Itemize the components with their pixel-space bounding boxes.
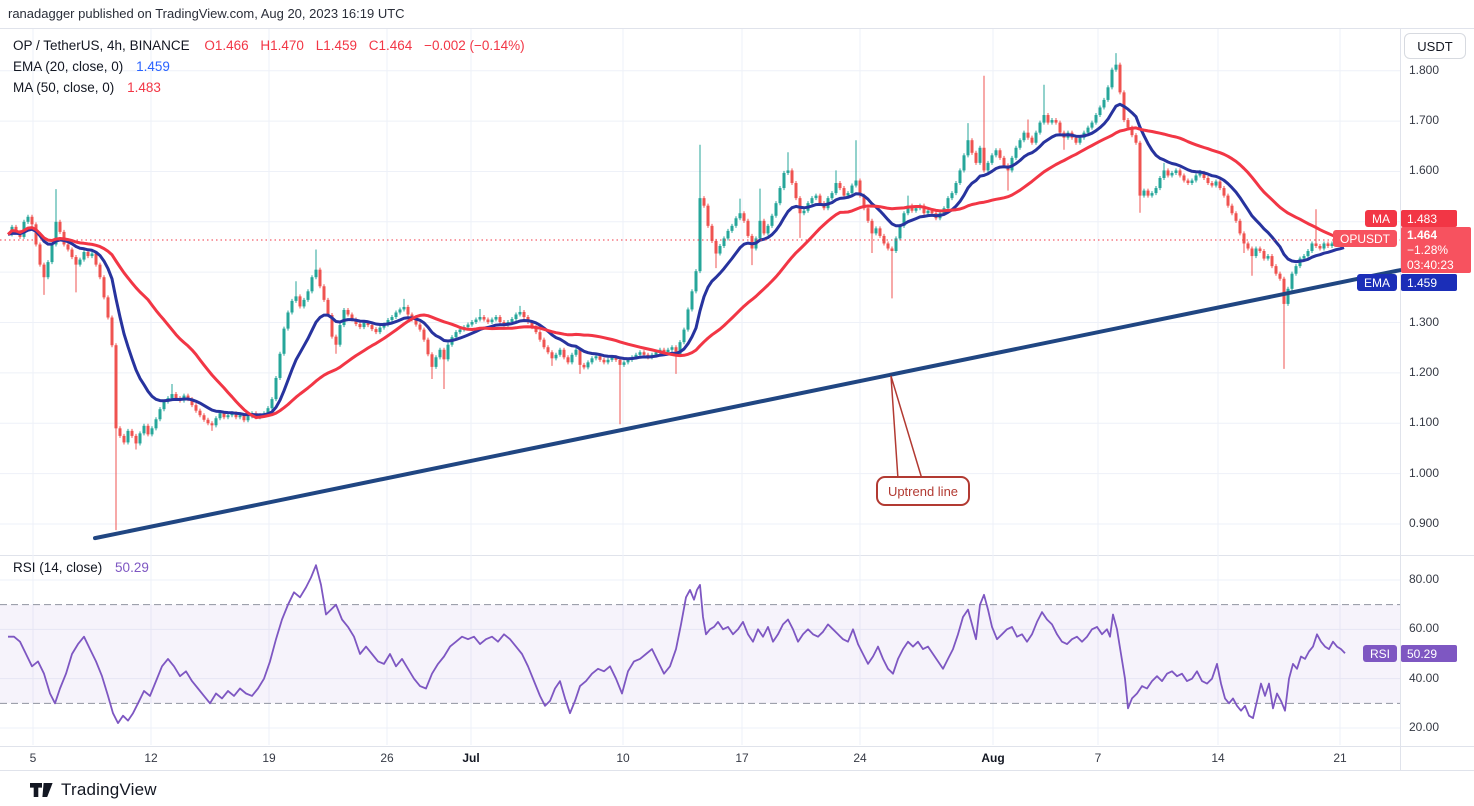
- chart-legend: OP / TetherUS, 4h, BINANCE O1.466 H1.470…: [13, 35, 525, 98]
- uptrend-line-callout[interactable]: Uptrend line: [876, 476, 970, 506]
- time-tick-label: 7: [1094, 751, 1102, 765]
- time-tick-label: 21: [1333, 751, 1347, 765]
- candles: [10, 53, 1346, 531]
- time-tick-label: 19: [262, 751, 276, 765]
- ma-line: [6, 126, 1345, 419]
- symbol-badge-value: 1.464 −1.28% 03:40:23: [1401, 227, 1471, 273]
- rsi-legend-label[interactable]: RSI (14, close): [13, 560, 103, 575]
- ohlc-open: O1.466: [204, 38, 249, 53]
- time-tick-label: Aug: [981, 751, 1005, 765]
- price-tick-label: 1.600: [1409, 163, 1440, 178]
- ma-legend-label[interactable]: MA (50, close, 0): [13, 80, 115, 95]
- panel-separator[interactable]: [0, 555, 1474, 556]
- time-tick-label: 24: [853, 751, 867, 765]
- ema-legend-value: 1.459: [136, 59, 170, 74]
- price-tick-label: 1.800: [1409, 62, 1440, 77]
- price-scale-border: [1400, 28, 1401, 770]
- rsi-tick-label: 40.00: [1409, 670, 1440, 685]
- ohlc-high: H1.470: [260, 38, 304, 53]
- callout-tail: [890, 375, 924, 480]
- time-axis-border: [0, 746, 1474, 747]
- price-tick-label: 1.000: [1409, 465, 1440, 480]
- ema-line: [7, 102, 1345, 417]
- price-tick-label: 1.300: [1409, 314, 1440, 329]
- change-percent: −1.28%: [1407, 242, 1449, 257]
- price-tick-label: 1.100: [1409, 415, 1440, 430]
- attribution-text: ranadagger published on TradingView.com,…: [8, 6, 405, 21]
- rsi-legend-value: 50.29: [115, 560, 149, 575]
- uptrend-trendline: [93, 268, 1402, 541]
- tradingview-wordmark: TradingView: [61, 780, 157, 799]
- rsi-tick-label: 80.00: [1409, 572, 1440, 586]
- footer-border: [0, 770, 1474, 771]
- ma-badge-label: MA: [1365, 210, 1397, 227]
- time-tick-label: 17: [735, 751, 749, 765]
- price-tick-label: 1.700: [1409, 113, 1440, 128]
- time-tick-label: 14: [1211, 751, 1225, 765]
- ohlc-low: L1.459: [315, 38, 358, 53]
- price-tick-label: 0.900: [1409, 516, 1440, 531]
- ema-badge-label: EMA: [1356, 274, 1397, 291]
- rsi-plot-line: [8, 564, 1346, 724]
- gridlines: [0, 29, 1400, 745]
- rsi-tick-label: 20.00: [1409, 720, 1440, 734]
- tradingview-mark-icon: [30, 782, 53, 797]
- bar-countdown: 03:40:23: [1407, 257, 1454, 272]
- price-tick-label: 1.200: [1409, 364, 1440, 379]
- time-tick-label: 10: [616, 751, 630, 765]
- ema-legend-label[interactable]: EMA (20, close, 0): [13, 59, 124, 74]
- ohlc-change: −0.002 (−0.14%): [424, 38, 525, 53]
- time-tick-label: 5: [29, 751, 37, 765]
- rsi-legend: RSI (14, close) 50.29: [13, 560, 149, 575]
- ema-badge-value: 1.459: [1401, 274, 1457, 291]
- tradingview-logo[interactable]: TradingView: [30, 780, 157, 800]
- time-tick-label: 26: [380, 751, 394, 765]
- time-tick-label: 12: [144, 751, 158, 765]
- time-tick-label: Jul: [462, 751, 480, 765]
- symbol-title[interactable]: OP / TetherUS, 4h, BINANCE: [13, 38, 190, 53]
- ma-badge-value: 1.483: [1401, 210, 1457, 227]
- symbol-badge-label: OPUSDT: [1332, 230, 1397, 247]
- chart-top-border: [0, 28, 1474, 29]
- ma-legend-value: 1.483: [127, 80, 161, 95]
- rsi-band: [0, 604, 1400, 704]
- rsi-tick-label: 60.00: [1409, 621, 1440, 636]
- rsi-badge-label: RSI: [1362, 645, 1397, 662]
- currency-toggle-button[interactable]: USDT: [1404, 33, 1466, 59]
- last-price: 1.464: [1407, 227, 1438, 242]
- ohlc-close: C1.464: [368, 38, 413, 53]
- rsi-badge-value: 50.29: [1401, 645, 1457, 662]
